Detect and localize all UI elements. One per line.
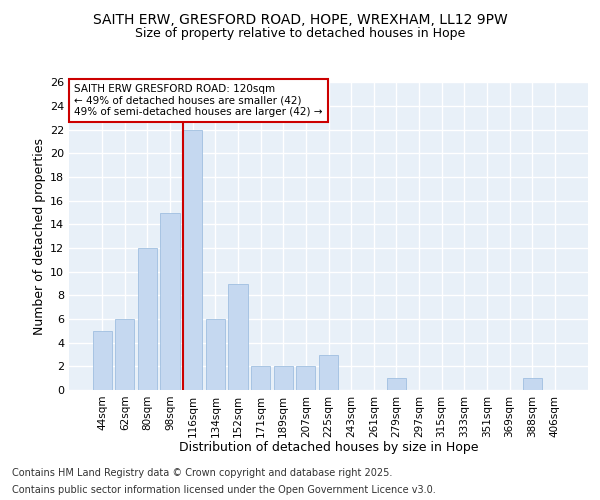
Bar: [206, 319, 225, 390]
Bar: [274, 366, 293, 390]
Bar: [160, 212, 180, 390]
Bar: [229, 284, 248, 390]
Bar: [523, 378, 542, 390]
X-axis label: Distribution of detached houses by size in Hope: Distribution of detached houses by size …: [179, 441, 478, 454]
Bar: [319, 354, 338, 390]
Text: Contains public sector information licensed under the Open Government Licence v3: Contains public sector information licen…: [12, 485, 436, 495]
Text: SAITH ERW, GRESFORD ROAD, HOPE, WREXHAM, LL12 9PW: SAITH ERW, GRESFORD ROAD, HOPE, WREXHAM,…: [92, 12, 508, 26]
Bar: [92, 331, 112, 390]
Y-axis label: Number of detached properties: Number of detached properties: [33, 138, 46, 335]
Text: Size of property relative to detached houses in Hope: Size of property relative to detached ho…: [135, 28, 465, 40]
Bar: [115, 319, 134, 390]
Bar: [387, 378, 406, 390]
Bar: [296, 366, 316, 390]
Text: SAITH ERW GRESFORD ROAD: 120sqm
← 49% of detached houses are smaller (42)
49% of: SAITH ERW GRESFORD ROAD: 120sqm ← 49% of…: [74, 84, 323, 117]
Bar: [183, 130, 202, 390]
Bar: [138, 248, 157, 390]
Text: Contains HM Land Registry data © Crown copyright and database right 2025.: Contains HM Land Registry data © Crown c…: [12, 468, 392, 477]
Bar: [251, 366, 270, 390]
